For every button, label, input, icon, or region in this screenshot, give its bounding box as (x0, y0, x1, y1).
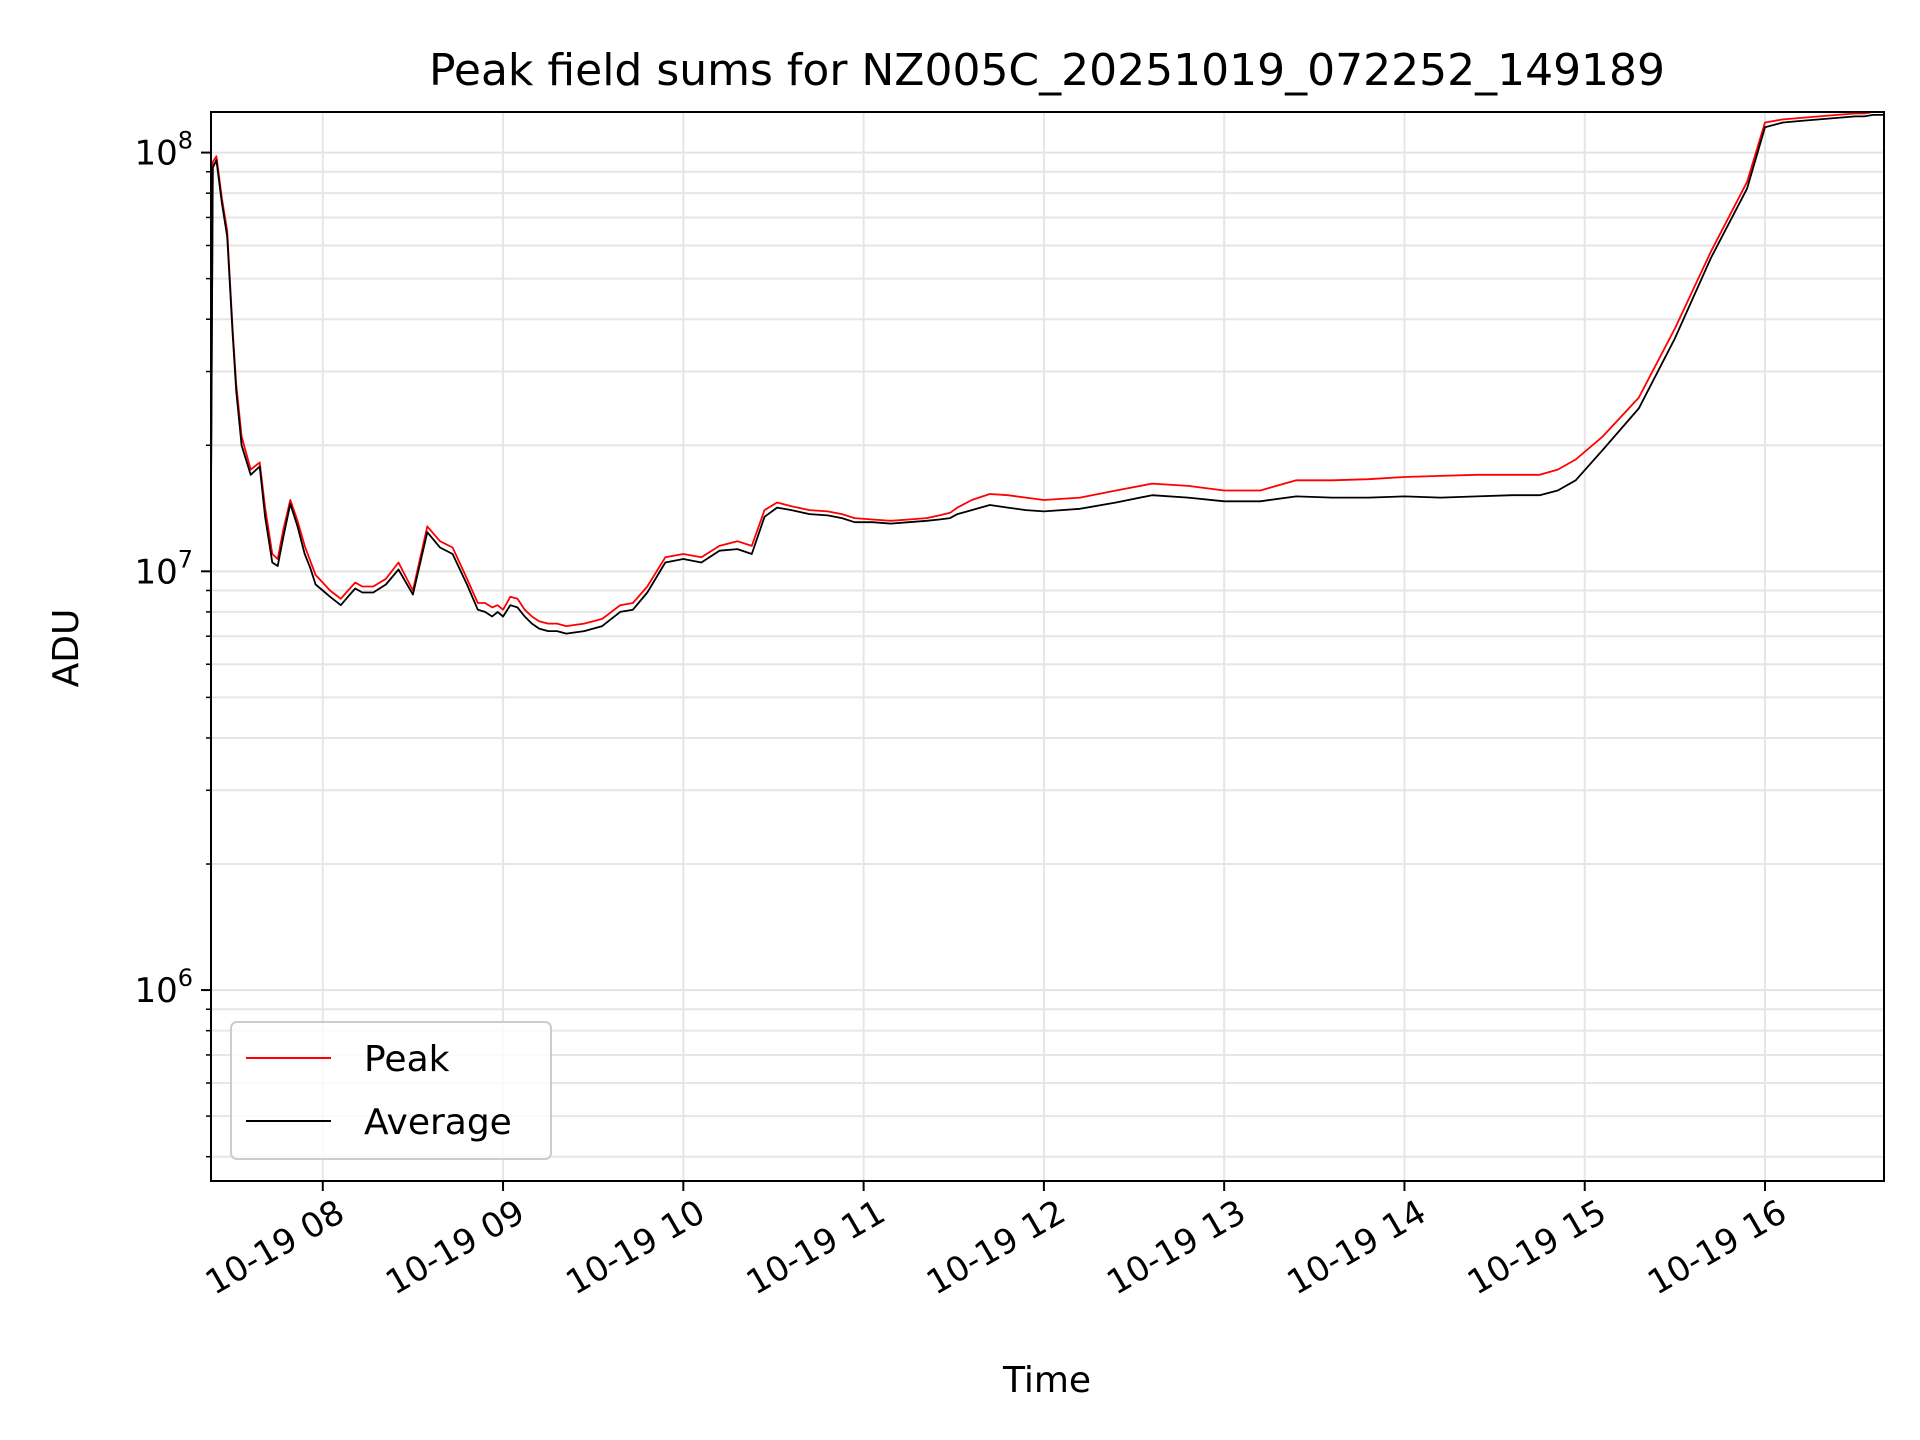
legend-box (230, 1021, 552, 1160)
chart-title: Peak field sums for NZ005C_20251019_0722… (429, 45, 1665, 96)
y-tick-label: 106 (134, 964, 193, 1011)
legend-label-peak: Peak (364, 1039, 450, 1080)
y-tick-label: 108 (134, 127, 193, 174)
y-tick-label: 107 (134, 545, 193, 592)
series-line-average (211, 114, 1884, 635)
y-axis-label: ADU (46, 609, 87, 688)
plot-area-frame (210, 111, 1885, 1182)
legend-label-average: Average (364, 1102, 512, 1143)
y-axis-ticks: 106 107 108 (134, 127, 211, 1158)
series-line-peak (211, 112, 1884, 627)
plot-series (211, 112, 1884, 635)
x-axis-label: Time (1002, 1360, 1091, 1401)
legend: Peak Average (230, 1021, 552, 1160)
